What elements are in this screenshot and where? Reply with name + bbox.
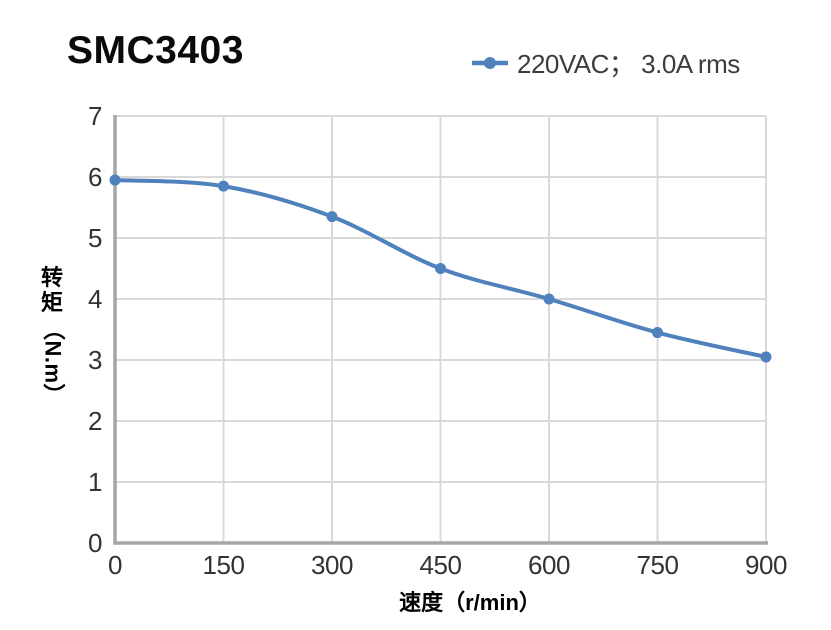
data-point-marker [326, 211, 338, 223]
x-axis-title: 速度（r/min） [399, 590, 541, 615]
x-tick-label: 900 [745, 550, 787, 580]
data-point-marker [218, 180, 229, 192]
legend-label: 220VAC； 3.0A rms [517, 49, 740, 79]
y-tick-label: 7 [88, 101, 102, 131]
x-tick-label: 750 [637, 550, 679, 580]
y-axis-title-unit: （N.m） [40, 318, 66, 407]
data-point-marker [543, 293, 555, 305]
y-tick-label: 6 [88, 162, 102, 192]
y-tick-label: 3 [88, 345, 102, 375]
legend-series-marker-icon [472, 56, 508, 69]
x-tick-label: 450 [420, 550, 462, 580]
data-point-marker [760, 351, 772, 363]
x-tick-label: 300 [311, 550, 353, 580]
chart-title: SMC3403 [67, 29, 244, 72]
x-tick-label: 150 [203, 550, 245, 580]
y-tick-label: 2 [88, 406, 102, 436]
x-tick-label: 600 [528, 550, 570, 580]
data-point-marker [435, 263, 446, 274]
y-tick-label: 1 [88, 467, 102, 497]
y-tick-label: 5 [88, 223, 102, 253]
data-point-marker [109, 174, 121, 186]
y-axis-title-char: 矩 [40, 289, 63, 315]
x-tick-label: 0 [108, 550, 122, 580]
y-tick-label: 0 [88, 528, 102, 558]
y-tick-label: 4 [88, 284, 102, 314]
data-point-marker [652, 327, 663, 339]
legend: 220VAC； 3.0A rms [472, 44, 740, 81]
y-axis-title: 转 矩 （N.m） [38, 265, 66, 407]
y-axis-title-char: 转 [40, 265, 63, 290]
